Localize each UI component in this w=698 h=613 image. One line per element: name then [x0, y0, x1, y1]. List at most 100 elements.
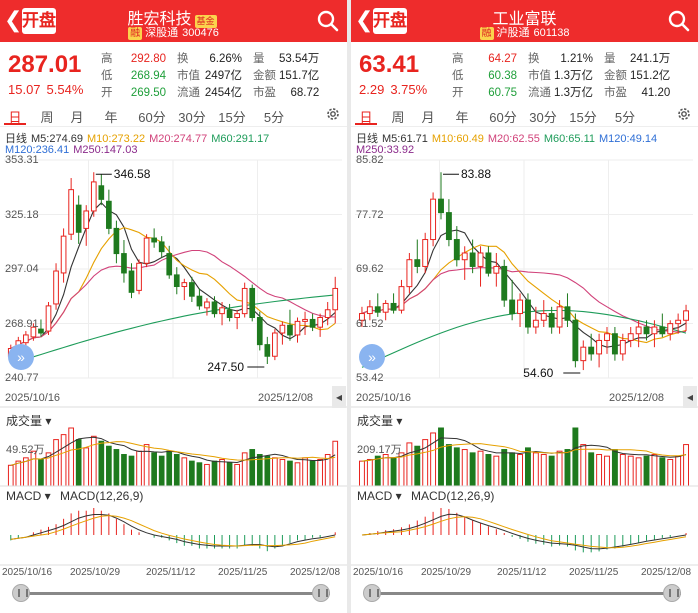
tab-period[interactable]: 30分 [178, 110, 206, 125]
candle-body [23, 334, 29, 344]
volume-bar [309, 460, 316, 487]
y-axis-tick: 268.91 [5, 317, 39, 330]
quote-block: 287.01 15.07 5.54% 高 292.80 换 6.26% 量 53.54万低 268… [0, 42, 347, 102]
volume-bar [366, 458, 373, 487]
quote-stats: 高 64.27 换 1.21% 量 241.1万低 60.38 市值 1.3万亿 金额 151.2亿… [452, 51, 673, 102]
volume-bar [241, 452, 248, 487]
y-axis-tick: 53.42 [356, 372, 384, 384]
volume-indicator-select[interactable]: 成交量 ▾ [6, 412, 51, 429]
collapse-arrow-icon[interactable]: ◂ [683, 386, 697, 408]
candle-body [241, 287, 248, 315]
tab-period[interactable]: 日 [8, 110, 22, 125]
candle-body [366, 306, 373, 315]
ma-value: M250:33.92 [356, 144, 415, 156]
candle-body [294, 320, 301, 336]
candle-body [627, 333, 634, 341]
last-price: 63.41 [359, 51, 420, 78]
tab-period[interactable]: 60分 [138, 110, 166, 125]
stat-label: 开 [101, 87, 113, 99]
open-account-button[interactable]: 开盘 [22, 8, 56, 34]
low-price-annotation: 247.50 [207, 359, 245, 374]
stock-name-text: 胜宏科技 [127, 11, 192, 28]
candle-body [525, 299, 531, 328]
volume-bar [68, 427, 74, 487]
stat-label: 低 [452, 70, 464, 82]
stat-label: 高 [452, 53, 464, 65]
stats-row: 开 269.50 流通 2454亿 市盈 68.72 [101, 85, 322, 102]
volume-bar [113, 449, 120, 487]
tab-period[interactable]: 60分 [489, 110, 517, 125]
time-axis-label: 2025/10/29 [421, 567, 472, 578]
stats-row: 开 60.75 流通 1.3万亿 市盈 41.20 [452, 85, 673, 102]
header-bar: ❮ 开盘 工业富联融沪股通 601138 [351, 0, 698, 42]
collapse-arrow-icon[interactable]: ◂ [332, 386, 346, 408]
time-axis-label: 2025/10/16 [2, 567, 53, 578]
open-account-button[interactable]: 开盘 [373, 8, 407, 34]
ma-value: M250:147.03 [73, 144, 138, 156]
volume-bar [15, 460, 22, 487]
period-tabs: 日 周 月 年 60分 30分 15分 5分 [0, 103, 347, 127]
tab-period[interactable]: 5分 [614, 110, 636, 125]
back-icon[interactable]: ❮ [355, 7, 374, 32]
candle-body [532, 319, 539, 328]
tab-period[interactable]: 年 [104, 110, 118, 125]
tab-period[interactable]: 日 [359, 110, 373, 125]
margin-tag: 融 [479, 27, 494, 40]
tab-period[interactable]: 月 [421, 110, 435, 125]
tab-period[interactable]: 周 [40, 110, 54, 125]
range-scrollbar[interactable] [10, 584, 340, 602]
candle-body [211, 301, 218, 315]
volume-indicator-select[interactable]: 成交量 ▾ [357, 412, 402, 429]
tab-period[interactable]: 30分 [529, 110, 557, 125]
settings-gear-icon[interactable] [676, 106, 692, 122]
stat-value: 269.50 [130, 87, 166, 99]
candle-body [588, 346, 595, 355]
play-replay-icon[interactable]: » [359, 344, 385, 370]
scroll-handle-left[interactable] [363, 584, 381, 602]
time-axis-label: 2025/11/25 [569, 567, 619, 578]
tab-period[interactable]: 5分 [263, 110, 285, 125]
stat-value: 1.21% [560, 53, 593, 65]
tab-period[interactable]: 周 [391, 110, 405, 125]
volume-max-value: 209.17万 [357, 444, 402, 456]
macd-indicator-select[interactable]: MACD ▾ [6, 489, 51, 503]
tab-period[interactable]: 15分 [569, 110, 597, 125]
volume-bar [279, 458, 286, 487]
stat-label: 高 [101, 53, 113, 65]
range-scrollbar[interactable] [361, 584, 691, 602]
play-replay-icon[interactable]: » [8, 344, 34, 370]
candle-body [619, 339, 626, 355]
ma-value: M5:61.71 [382, 133, 428, 145]
title-badge: 基金 [194, 15, 217, 28]
back-icon[interactable]: ❮ [4, 7, 23, 32]
volume-bar [121, 454, 127, 487]
tab-period[interactable]: 15分 [218, 110, 246, 125]
candle-body [143, 237, 150, 264]
volume-ma-line [361, 443, 687, 462]
search-icon[interactable] [317, 10, 339, 32]
last-price: 287.01 [8, 51, 82, 78]
volume-bar [485, 454, 492, 487]
volume-bar [287, 460, 293, 487]
market-connect: 沪股通 [496, 27, 530, 39]
candle-body [572, 319, 579, 362]
stat-label: 量 [253, 53, 265, 65]
candle-body [469, 252, 476, 267]
search-icon[interactable] [668, 10, 690, 32]
tab-period[interactable]: 月 [70, 110, 84, 125]
candle-body [382, 302, 389, 313]
macd-indicator-select[interactable]: MACD ▾ [357, 489, 402, 503]
settings-gear-icon[interactable] [325, 106, 341, 122]
candle-body [317, 317, 323, 328]
high-price-annotation: 346.58 [113, 167, 151, 182]
dea-line [361, 516, 687, 549]
scroll-handle-right[interactable] [312, 584, 330, 602]
stat-label: 低 [101, 70, 113, 82]
candle-body [136, 262, 142, 291]
scroll-handle-right[interactable] [663, 584, 681, 602]
stats-row: 低 268.94 市值 2497亿 金额 151.7亿 [101, 68, 322, 85]
candle-body [643, 326, 650, 335]
stat-label: 流通 [177, 87, 200, 99]
tab-period[interactable]: 年 [455, 110, 469, 125]
scroll-handle-left[interactable] [12, 584, 30, 602]
